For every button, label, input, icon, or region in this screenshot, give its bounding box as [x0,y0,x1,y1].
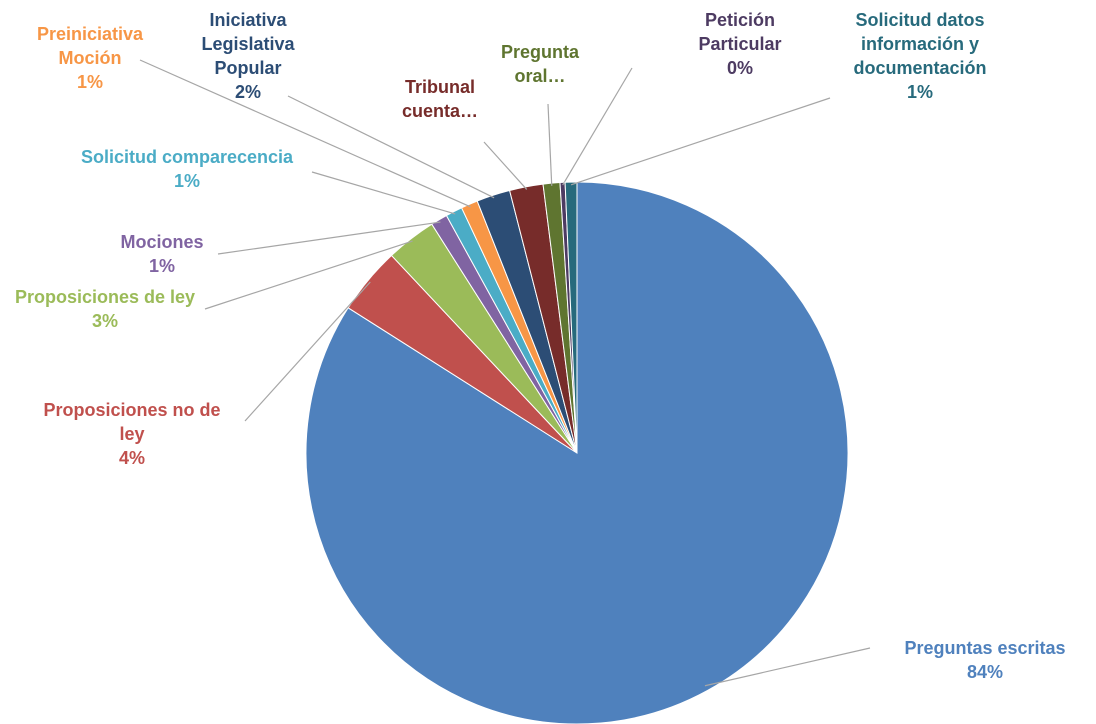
category-label: Pregunta oral… [500,42,579,86]
slice-label: Solicitud datos información y documentac… [820,8,1020,104]
category-label: Solicitud datos información y documentac… [853,10,987,78]
leader-line [547,103,553,186]
leader-line [483,141,528,190]
value-label: 1% [173,171,200,191]
category-label: Preiniciativa Moción [36,24,144,68]
leader-line [704,647,871,687]
value-label: 2% [234,82,261,102]
leader-line [217,221,441,255]
value-label: 0% [726,58,753,78]
category-label: Tribunal cuenta… [401,77,479,121]
slice-label: Iniciativa Legislativa Popular 2% [188,8,308,104]
slice-label: Solicitud comparecencia 1% [37,145,337,193]
leader-line [562,67,633,186]
pie-slice [564,181,578,454]
slice-label: Mociones 1% [102,230,222,278]
leader-line [570,97,831,186]
leader-line [287,95,495,199]
value-label: 1% [906,82,933,102]
slice-label: Preguntas escritas 84% [875,636,1095,684]
leader-line [244,281,371,422]
value-label: 1% [148,256,175,276]
leader-line [311,171,456,215]
leader-line [204,240,413,310]
slice-label: Proposiciones de ley 3% [5,285,205,333]
category-label: Petición Particular [698,10,782,54]
category-label: Mociones [120,232,204,252]
slice-label: Petición Particular 0% [680,8,800,80]
slice-label: Proposiciones no de ley 4% [32,398,232,470]
slice-label: Tribunal cuenta… [385,75,495,123]
category-label: Proposiciones de ley [14,287,196,307]
category-label: Iniciativa Legislativa Popular [201,10,295,78]
category-label: Proposiciones no de ley [43,400,221,444]
category-label: Preguntas escritas [904,638,1066,658]
value-label: 84% [966,662,1004,682]
leader-line [139,59,471,208]
slice-label: Pregunta oral… [485,40,595,88]
value-label: 1% [76,72,103,92]
value-label: 3% [91,311,118,331]
value-label: 4% [118,448,145,468]
pie-slice [305,181,849,724]
slice-label: Preiniciativa Moción 1% [25,22,155,94]
category-label: Solicitud comparecencia [80,147,294,167]
